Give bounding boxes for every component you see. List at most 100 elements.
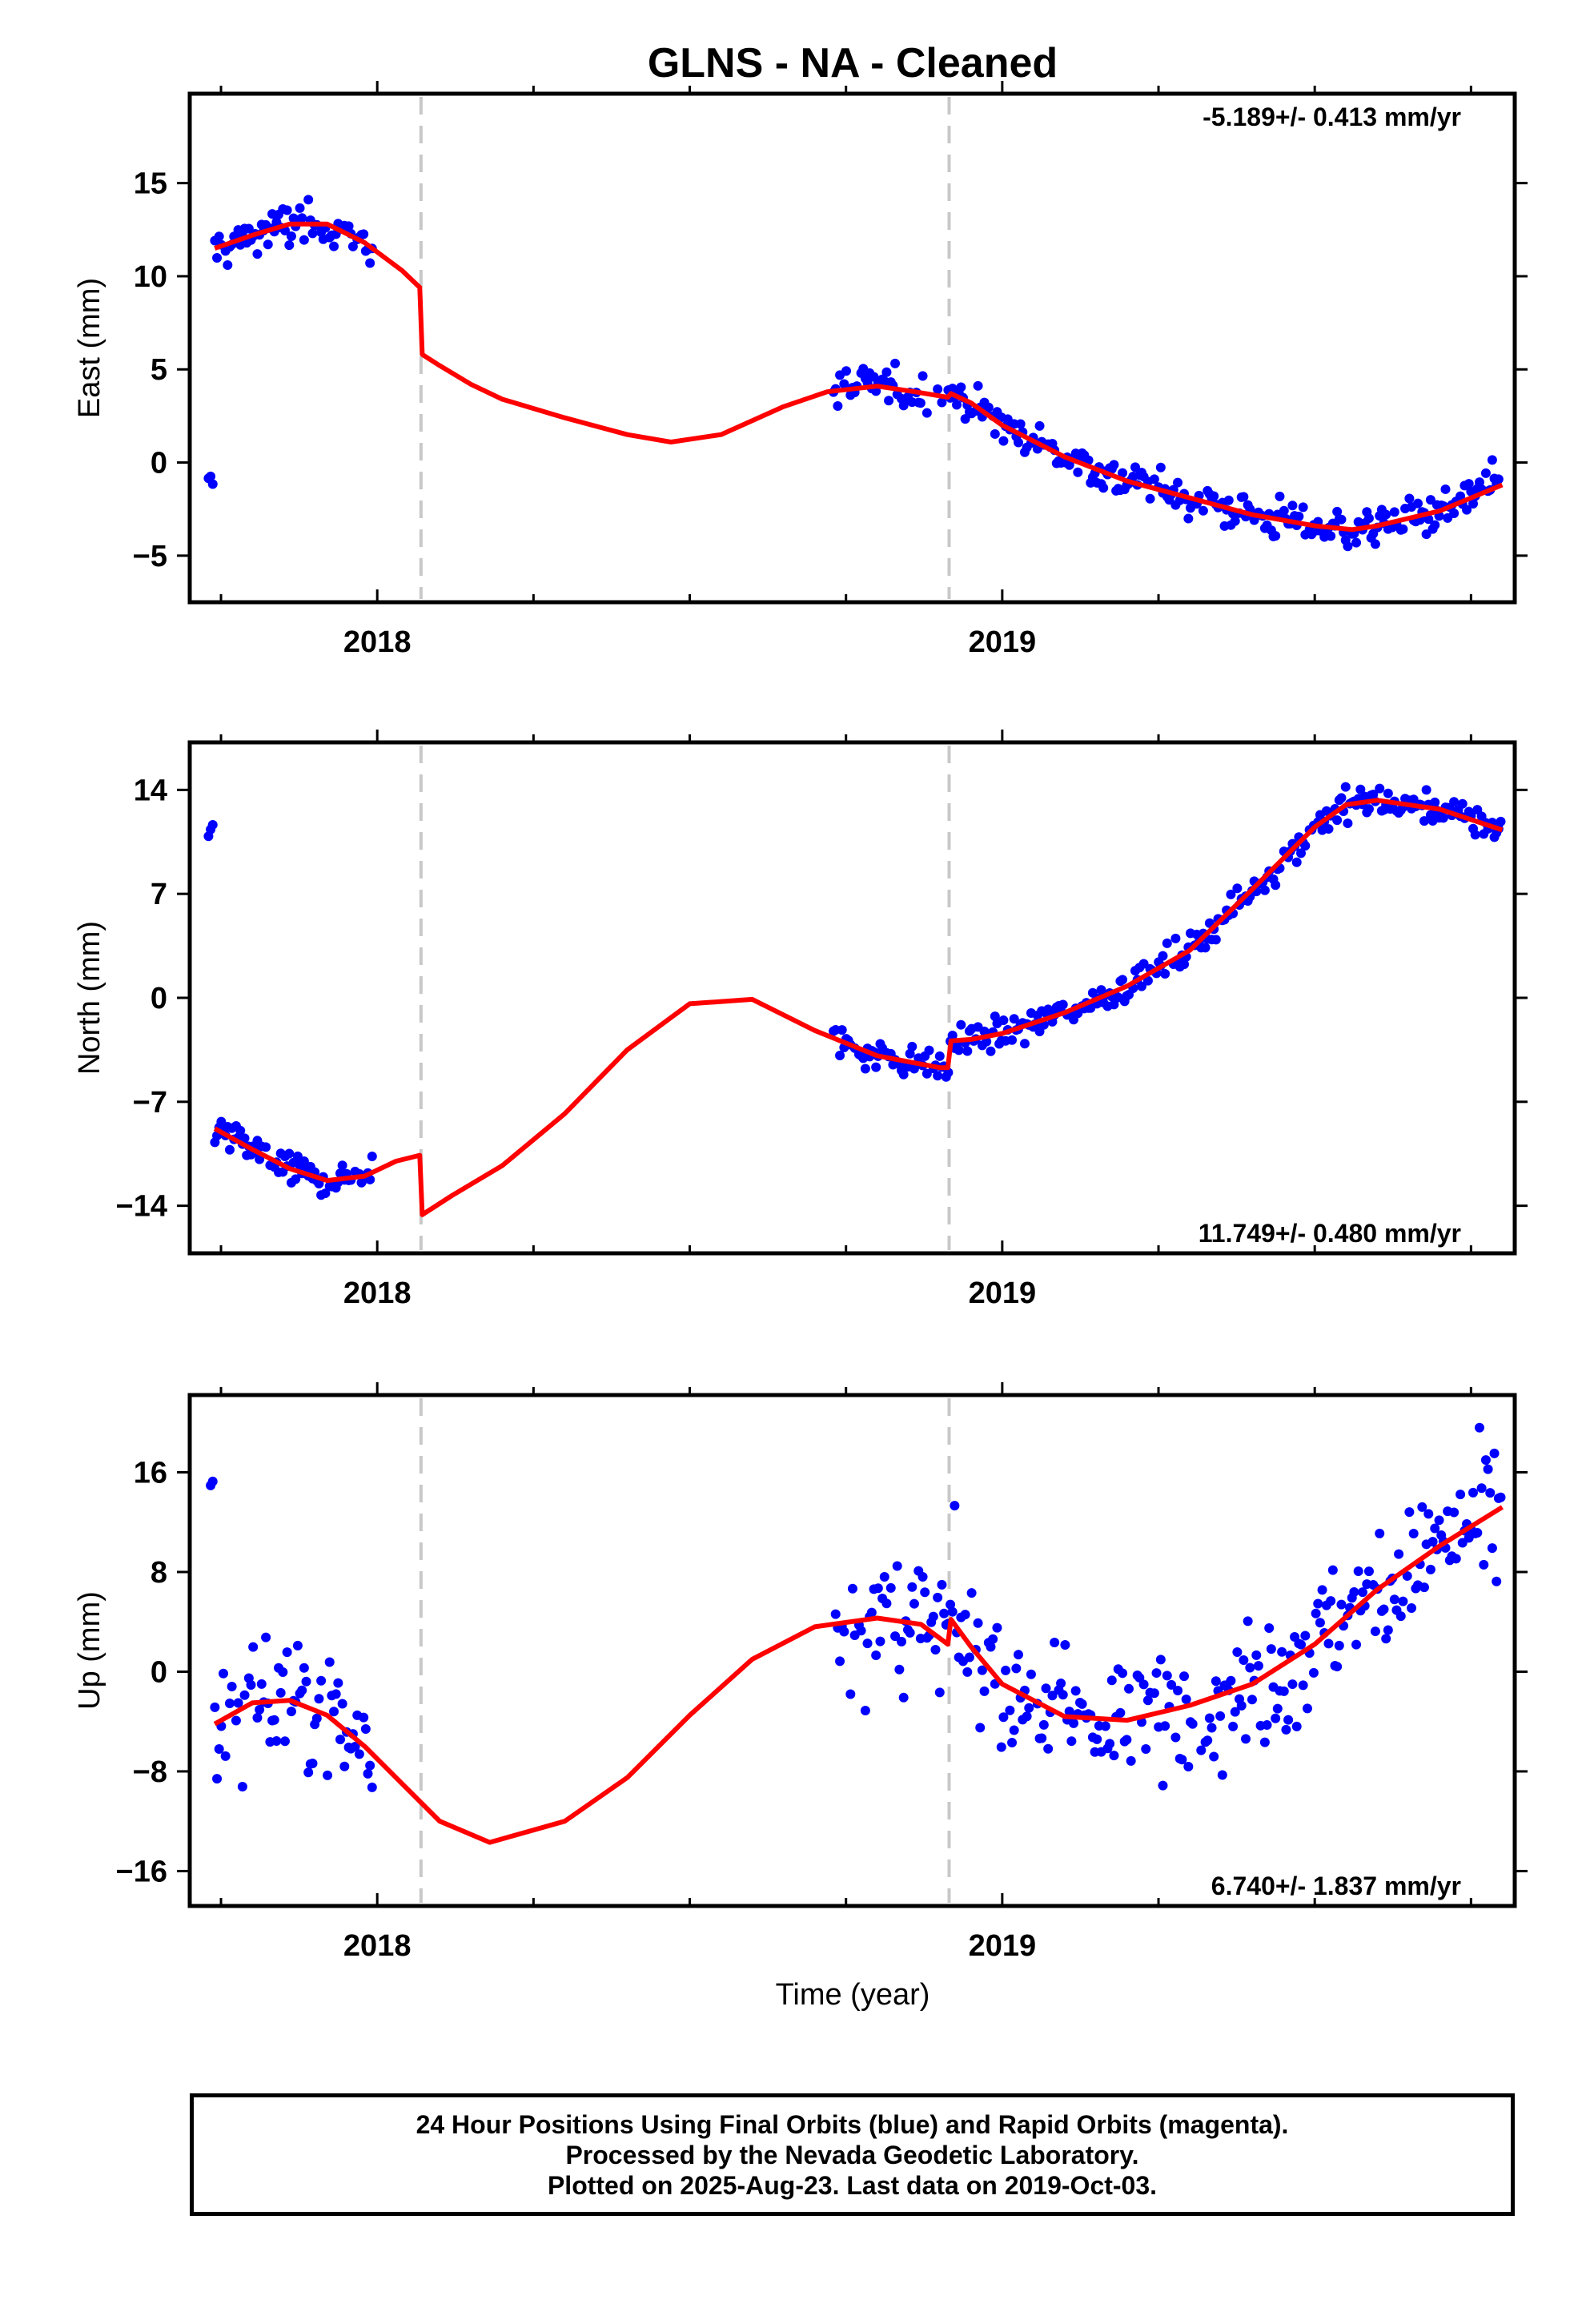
up-observation-point: [1317, 1585, 1327, 1595]
up-observation-point: [1474, 1422, 1484, 1433]
footer-line-3: Plotted on 2025-Aug-23. Last data on 201…: [547, 2170, 1158, 2200]
east-observation-point: [347, 241, 358, 251]
up-observation-point: [1064, 1707, 1074, 1717]
up-observation-point: [1226, 1675, 1236, 1686]
up-observation-point: [933, 1592, 943, 1602]
up-observation-point: [939, 1608, 950, 1618]
up-observation-point: [237, 1782, 247, 1792]
up-observation-point: [1259, 1737, 1270, 1747]
up-observation-point: [856, 1626, 866, 1636]
up-observation-point: [1389, 1594, 1399, 1605]
east-observation-point: [1209, 491, 1219, 501]
up-observation-point: [960, 1610, 970, 1620]
north-observation-point: [337, 1160, 347, 1171]
east-observation-point: [1294, 511, 1304, 521]
up-observation-point: [1092, 1734, 1102, 1744]
up-observation-point: [299, 1663, 309, 1673]
up-observation-point: [1430, 1523, 1440, 1534]
up-observation-point: [1434, 1515, 1444, 1526]
north-y-tick-label: −7: [133, 1086, 167, 1120]
up-observation-point: [905, 1627, 915, 1638]
east-observation-point: [243, 223, 254, 234]
east-y-tick-label: 10: [134, 260, 167, 294]
north-observation-point: [1109, 999, 1119, 1010]
up-observation-point: [988, 1634, 998, 1644]
east-model-curve: [214, 221, 1504, 533]
up-observation-point: [1287, 1679, 1298, 1690]
up-observation-point: [1024, 1703, 1034, 1713]
up-observation-point: [1357, 1587, 1367, 1598]
up-observation-point: [360, 1724, 371, 1735]
up-observation-point: [269, 1715, 279, 1725]
north-y-tick-label: −14: [116, 1190, 167, 1224]
up-observation-point: [873, 1583, 883, 1594]
panel-up: 2018 2019 −16 −8 0 8 16 Up (mm) 6.740+/- 1.837 m…: [73, 1382, 1528, 1963]
north-observation-point: [224, 1144, 235, 1155]
north-observation-point: [986, 1046, 996, 1056]
up-observation-point: [881, 1598, 892, 1609]
east-y-tick-label: 5: [151, 353, 167, 387]
up-observation-point: [917, 1571, 928, 1582]
up-observation-point: [239, 1690, 250, 1700]
up-observation-point: [1162, 1671, 1172, 1681]
up-observation-point: [835, 1656, 845, 1667]
up-observation-point: [1402, 1570, 1412, 1581]
up-observation-point: [1060, 1640, 1070, 1651]
east-observation-point: [1421, 529, 1431, 540]
up-observation-point: [1106, 1675, 1117, 1686]
east-y-tick-label: 0: [151, 447, 167, 480]
up-observation-point: [1326, 1596, 1336, 1606]
north-observation-point: [1226, 889, 1236, 899]
north-observation-point: [1449, 797, 1460, 807]
up-observation-point: [1334, 1640, 1344, 1651]
north-observation-point: [1291, 857, 1302, 867]
up-observation-point: [1058, 1690, 1068, 1700]
up-observation-point: [1496, 1492, 1506, 1502]
east-observation-point: [960, 414, 970, 424]
north-observation-point: [1019, 1039, 1030, 1049]
up-observation-point: [871, 1651, 881, 1661]
up-plot-frame: [187, 1393, 1517, 1908]
up-observation-point: [1236, 1700, 1247, 1711]
east-observation-point: [1173, 477, 1183, 488]
up-observation-point: [1456, 1490, 1466, 1500]
east-observation-point: [1271, 531, 1281, 541]
north-observation-point: [1200, 943, 1211, 953]
up-observation-point: [1158, 1780, 1168, 1791]
north-x-tick-label: 2018: [343, 1277, 412, 1310]
up-observation-point: [314, 1694, 324, 1704]
north-observation-point: [934, 1051, 945, 1061]
up-observation-point: [214, 1743, 224, 1754]
north-observation-point: [1383, 788, 1393, 798]
north-observation-point: [1340, 782, 1351, 792]
up-observation-point: [892, 1561, 902, 1571]
north-observation-point: [1271, 880, 1281, 891]
east-observation-point: [1487, 455, 1497, 465]
up-observation-point: [1395, 1611, 1406, 1622]
east-observation-point: [1183, 513, 1194, 524]
east-observation-point: [307, 228, 318, 239]
up-observation-point: [897, 1636, 907, 1647]
east-observation-point: [1287, 501, 1298, 511]
east-x-tick-label: 2019: [969, 625, 1037, 659]
panel-north: 2018 2019 −14 −7 0 7 14 North (mm) 11.749+/- 0.4…: [73, 730, 1528, 1310]
east-observation-point: [295, 203, 305, 213]
north-observation-point: [239, 1133, 250, 1144]
up-observation-point: [1005, 1705, 1015, 1715]
north-observation-point: [1419, 816, 1429, 826]
east-observation-point: [1464, 479, 1474, 489]
up-observation-point: [986, 1642, 996, 1652]
up-observation-point: [1264, 1623, 1275, 1634]
up-observation-point: [1230, 1707, 1240, 1717]
up-observation-point: [1118, 1668, 1128, 1679]
east-x-tick-label: 2018: [343, 625, 412, 659]
up-observation-point: [324, 1657, 335, 1667]
up-observation-point: [1383, 1625, 1393, 1635]
up-observation-point: [1241, 1734, 1251, 1744]
east-observation-point: [1239, 492, 1249, 502]
up-observation-point: [1043, 1743, 1054, 1754]
up-observation-point: [297, 1685, 307, 1695]
north-observation-point: [1355, 784, 1366, 794]
up-observation-point: [1056, 1678, 1066, 1688]
up-observation-point: [1315, 1618, 1325, 1628]
